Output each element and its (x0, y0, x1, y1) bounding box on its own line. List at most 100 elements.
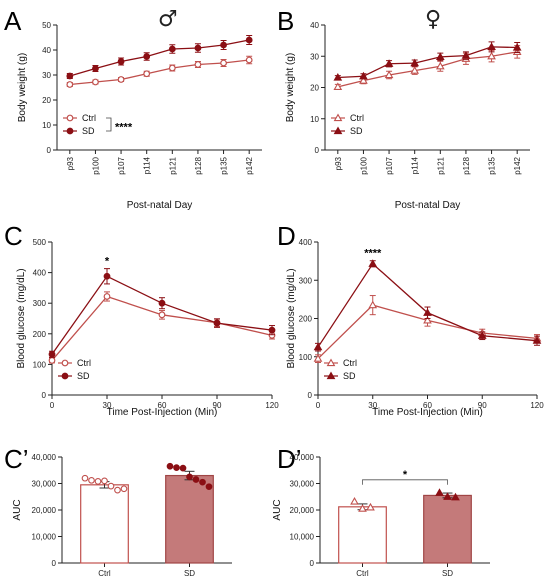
legend: Ctrl SD (58, 358, 91, 381)
data-point (199, 478, 206, 486)
legend: Ctrl SD (331, 113, 364, 136)
y-tick-label: 200 (33, 330, 47, 339)
legend-label: Ctrl (343, 358, 357, 368)
legend-label: Ctrl (350, 113, 364, 123)
x-tick-label: 60 (423, 401, 432, 410)
series-sd (313, 259, 542, 352)
data-point (66, 81, 74, 88)
y-tick-label: 20,000 (290, 506, 315, 515)
y-axis-label: AUC (272, 499, 283, 520)
data-point (220, 59, 227, 67)
data-point (368, 300, 378, 309)
y-tick-label: 40,000 (290, 453, 315, 462)
y-tick-label: 500 (33, 238, 47, 247)
data-point (114, 486, 121, 494)
x-tick-label: Ctrl (98, 569, 111, 578)
y-axis-label: Body weight (g) (17, 53, 28, 122)
data-point (366, 502, 375, 511)
y-tick-label: 40 (42, 46, 51, 55)
x-tick-label: p128 (462, 156, 471, 174)
data-point (66, 72, 74, 80)
legend-label: Ctrl (77, 358, 91, 368)
y-tick-label: 0 (308, 391, 313, 400)
series-line (69, 39, 250, 77)
significance-label: **** (115, 122, 133, 134)
chart-c-prime-auc-male: 0 10,000 20,000 30,000 40,000 AUC Ctrl SD (12, 453, 232, 578)
data-point (384, 59, 394, 67)
x-axis-label: Time Post-Injection (Min) (372, 407, 483, 418)
data-point (245, 36, 253, 44)
data-point (410, 58, 420, 67)
x-tick-label: p100 (359, 156, 368, 174)
data-point (194, 44, 202, 52)
y-tick-label: 20 (310, 84, 319, 93)
y-tick-label: 0 (42, 391, 47, 400)
male-symbol: ♂ (158, 7, 178, 32)
x-tick-label: 90 (478, 401, 487, 410)
y-tick-label: 20 (42, 96, 51, 105)
data-point (477, 331, 487, 339)
y-tick-label: 10,000 (32, 533, 57, 542)
x-tick-label: 0 (50, 401, 55, 410)
y-tick-label: 0 (52, 559, 57, 568)
data-point (358, 504, 367, 512)
significance-label: * (105, 256, 110, 268)
data-point (158, 311, 166, 319)
data-point (220, 41, 227, 49)
x-tick-label: p121 (168, 156, 177, 174)
data-point (143, 53, 151, 60)
significance-label: **** (364, 248, 382, 260)
x-tick-label: 120 (530, 401, 544, 410)
data-point (359, 71, 368, 80)
data-point (350, 497, 359, 505)
y-tick-label: 10 (310, 115, 319, 124)
data-point (168, 45, 176, 53)
y-axis-label: AUC (12, 499, 23, 520)
panel-letter-c: C (4, 221, 23, 251)
data-point (103, 293, 111, 300)
data-point (410, 66, 420, 74)
y-tick-label: 40 (310, 21, 319, 30)
data-point (92, 78, 99, 86)
series-line (69, 59, 250, 86)
significance-bracket (362, 479, 448, 485)
y-tick-label: 30 (310, 52, 319, 61)
x-tick-label: p114 (411, 156, 420, 174)
data-point (213, 319, 221, 327)
y-tick-label: 300 (33, 299, 47, 308)
y-tick-label: 50 (42, 21, 51, 30)
bar-group-sd (423, 488, 472, 564)
data-point (179, 464, 187, 472)
chart-b-body-weight-female: 0 10 20 30 40 Body weight (g) Post-natal Day p9… (285, 21, 530, 211)
x-tick-label: p107 (385, 156, 394, 174)
data-point (359, 76, 368, 84)
panel-letter-d-prime: D’ (277, 444, 302, 474)
data-point (92, 65, 99, 72)
data-point (117, 76, 125, 83)
significance-bracket (106, 117, 112, 132)
bar-group-sd (165, 462, 214, 564)
x-tick-label: p135 (220, 156, 229, 174)
legend-marker (333, 113, 343, 122)
x-tick-label: 90 (213, 401, 222, 410)
data-point (423, 315, 432, 324)
y-tick-label: 30,000 (32, 480, 57, 489)
y-tick-label: 0 (47, 146, 52, 155)
bar (80, 484, 129, 564)
panel-letter-c-prime: C’ (4, 444, 29, 474)
data-point (313, 354, 323, 362)
panel-letter-d: D (277, 221, 296, 251)
chart-d-prime-auc-female: 0 10,000 20,000 30,000 40,000 AUC Ctrl SD * (272, 453, 490, 578)
legend: Ctrl SD **** (63, 113, 133, 136)
y-tick-label: 400 (33, 269, 47, 278)
legend-label: SD (82, 126, 95, 136)
panel-letter-a: A (4, 6, 22, 36)
series-sd (333, 41, 522, 81)
x-tick-label: p121 (436, 156, 445, 174)
series-sd (48, 268, 276, 358)
data-point (205, 483, 213, 491)
x-tick-label: p93 (334, 156, 343, 170)
data-point (48, 350, 56, 358)
bar (338, 506, 387, 564)
